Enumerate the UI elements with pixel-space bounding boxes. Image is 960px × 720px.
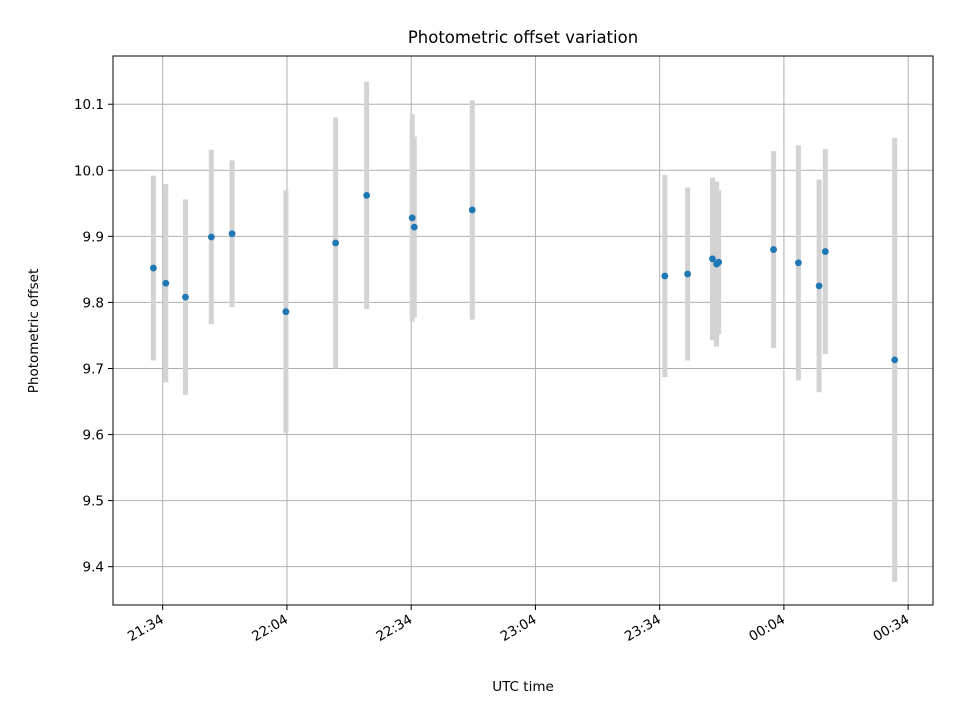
data-point	[410, 223, 418, 231]
data-point	[182, 293, 189, 301]
plot-area-frame	[112, 55, 934, 606]
chart-title: Photometric offset variation	[408, 28, 638, 47]
data-point	[891, 356, 899, 364]
data-point	[162, 279, 170, 287]
data-point	[332, 239, 340, 247]
data-point	[363, 191, 371, 199]
y-tick-label: 9.7	[83, 361, 104, 377]
data-point	[282, 308, 290, 316]
y-tick-label: 9.4	[83, 560, 104, 576]
y-tick-label: 10.1	[74, 97, 104, 113]
data-point	[408, 214, 416, 222]
y-axis-label: Photometric offset	[26, 269, 42, 393]
y-tick-label: 9.6	[83, 428, 104, 444]
data-point	[795, 259, 802, 267]
y-tick-label: 9.5	[83, 494, 104, 510]
data-point	[684, 270, 692, 278]
x-axis-label: UTC time	[492, 679, 554, 695]
data-point	[709, 255, 716, 263]
y-axis-ticks: 9.4 9.5 9.6 9.7 9.8 9.9 10.0 10.1	[74, 97, 113, 576]
y-tick-label: 10.0	[74, 163, 104, 179]
data-point	[228, 230, 236, 238]
y-tick-label: 9.9	[83, 229, 104, 245]
data-point	[207, 233, 215, 241]
data-point	[815, 282, 823, 290]
data-point	[661, 272, 669, 280]
data-point	[770, 246, 777, 253]
data-point	[715, 258, 723, 266]
data-point	[468, 206, 476, 214]
data-point	[149, 264, 157, 272]
data-points	[149, 191, 899, 364]
data-point	[821, 248, 829, 255]
y-tick-label: 9.8	[83, 295, 104, 311]
